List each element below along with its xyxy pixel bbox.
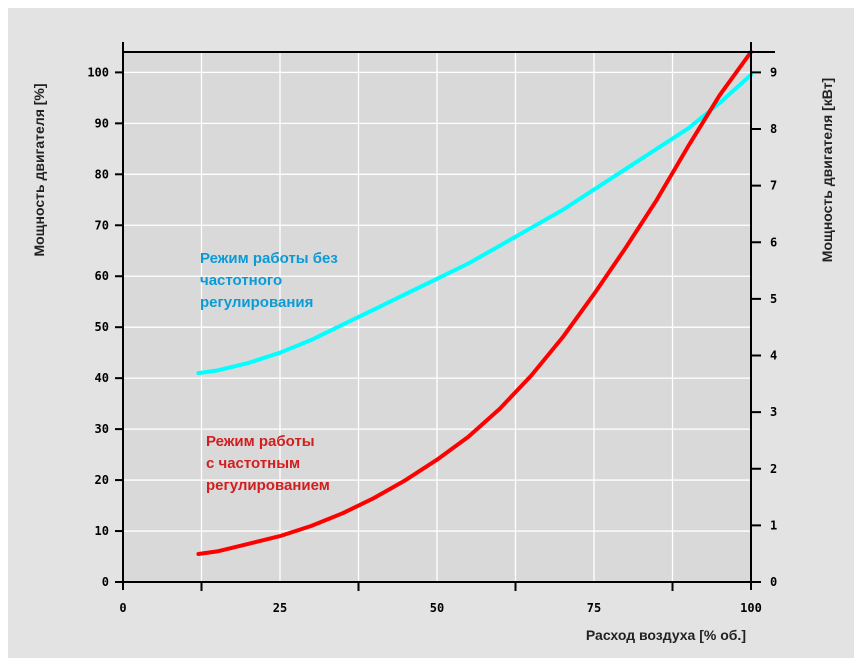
annotation-no-vfd: Режим работы без частотного регулирования	[200, 250, 338, 311]
y-tick-label-right: 0	[770, 575, 777, 589]
series-line-no-vfd	[196, 72, 753, 376]
x-tick-label: 75	[587, 601, 601, 615]
y-tick-label-right: 3	[770, 405, 777, 419]
y-tick-label-left: 90	[95, 116, 109, 130]
annotation-line-no-vfd: регулирования	[200, 294, 313, 311]
y-tick-label-right: 7	[770, 179, 777, 193]
y-tick-label-left: 30	[95, 422, 109, 436]
y-tick-label-left: 50	[95, 320, 109, 334]
annotation-line-with-vfd: регулированием	[206, 477, 330, 494]
y-tick-label-left: 70	[95, 218, 109, 232]
y-tick-label-right: 1	[770, 518, 777, 532]
y-tick-label-right: 8	[770, 122, 777, 136]
series-line-with-vfd	[196, 50, 753, 556]
y-tick-label-left: 0	[102, 575, 109, 589]
x-axis-label: Расход воздуха [% об.]	[586, 627, 746, 643]
x-tick-label: 50	[430, 601, 444, 615]
annotation-line-no-vfd: Режим работы без	[200, 250, 338, 267]
y-tick-label-left: 60	[95, 269, 109, 283]
y-tick-label-right: 9	[770, 65, 777, 79]
chart-panel: 0 10 20 30 40 50 60 70 80 90 100 0 1 2 3 4 5 6 7 8 9 0 25 50 75 1…	[8, 8, 854, 658]
x-tick-label: 25	[273, 601, 287, 615]
y-tick-label-right: 5	[770, 292, 777, 306]
axes	[115, 42, 775, 591]
y-tick-label-left: 40	[95, 371, 109, 385]
y-tick-label-left: 10	[95, 524, 109, 538]
x-tick-label: 0	[119, 601, 126, 615]
y-axis-label-left: Мощность двигателя [%]	[31, 83, 47, 256]
y-axis-label-right: Мощность двигателя [кВт]	[819, 78, 835, 262]
y-tick-label-left: 80	[95, 167, 109, 181]
y-tick-label-left: 100	[87, 65, 109, 79]
annotation-line-no-vfd: частотного	[200, 272, 282, 289]
grid-lines	[123, 52, 751, 582]
annotation-with-vfd: Режим работы с частотным регулированием	[206, 433, 330, 494]
y-tick-label-right: 6	[770, 235, 777, 249]
series-layer	[196, 50, 753, 556]
y-tick-label-right: 4	[770, 349, 777, 363]
y-tick-label-right: 2	[770, 462, 777, 476]
x-tick-label: 100	[740, 601, 762, 615]
annotation-line-with-vfd: с частотным	[206, 455, 300, 472]
annotation-line-with-vfd: Режим работы	[206, 433, 315, 450]
y-tick-label-left: 20	[95, 473, 109, 487]
